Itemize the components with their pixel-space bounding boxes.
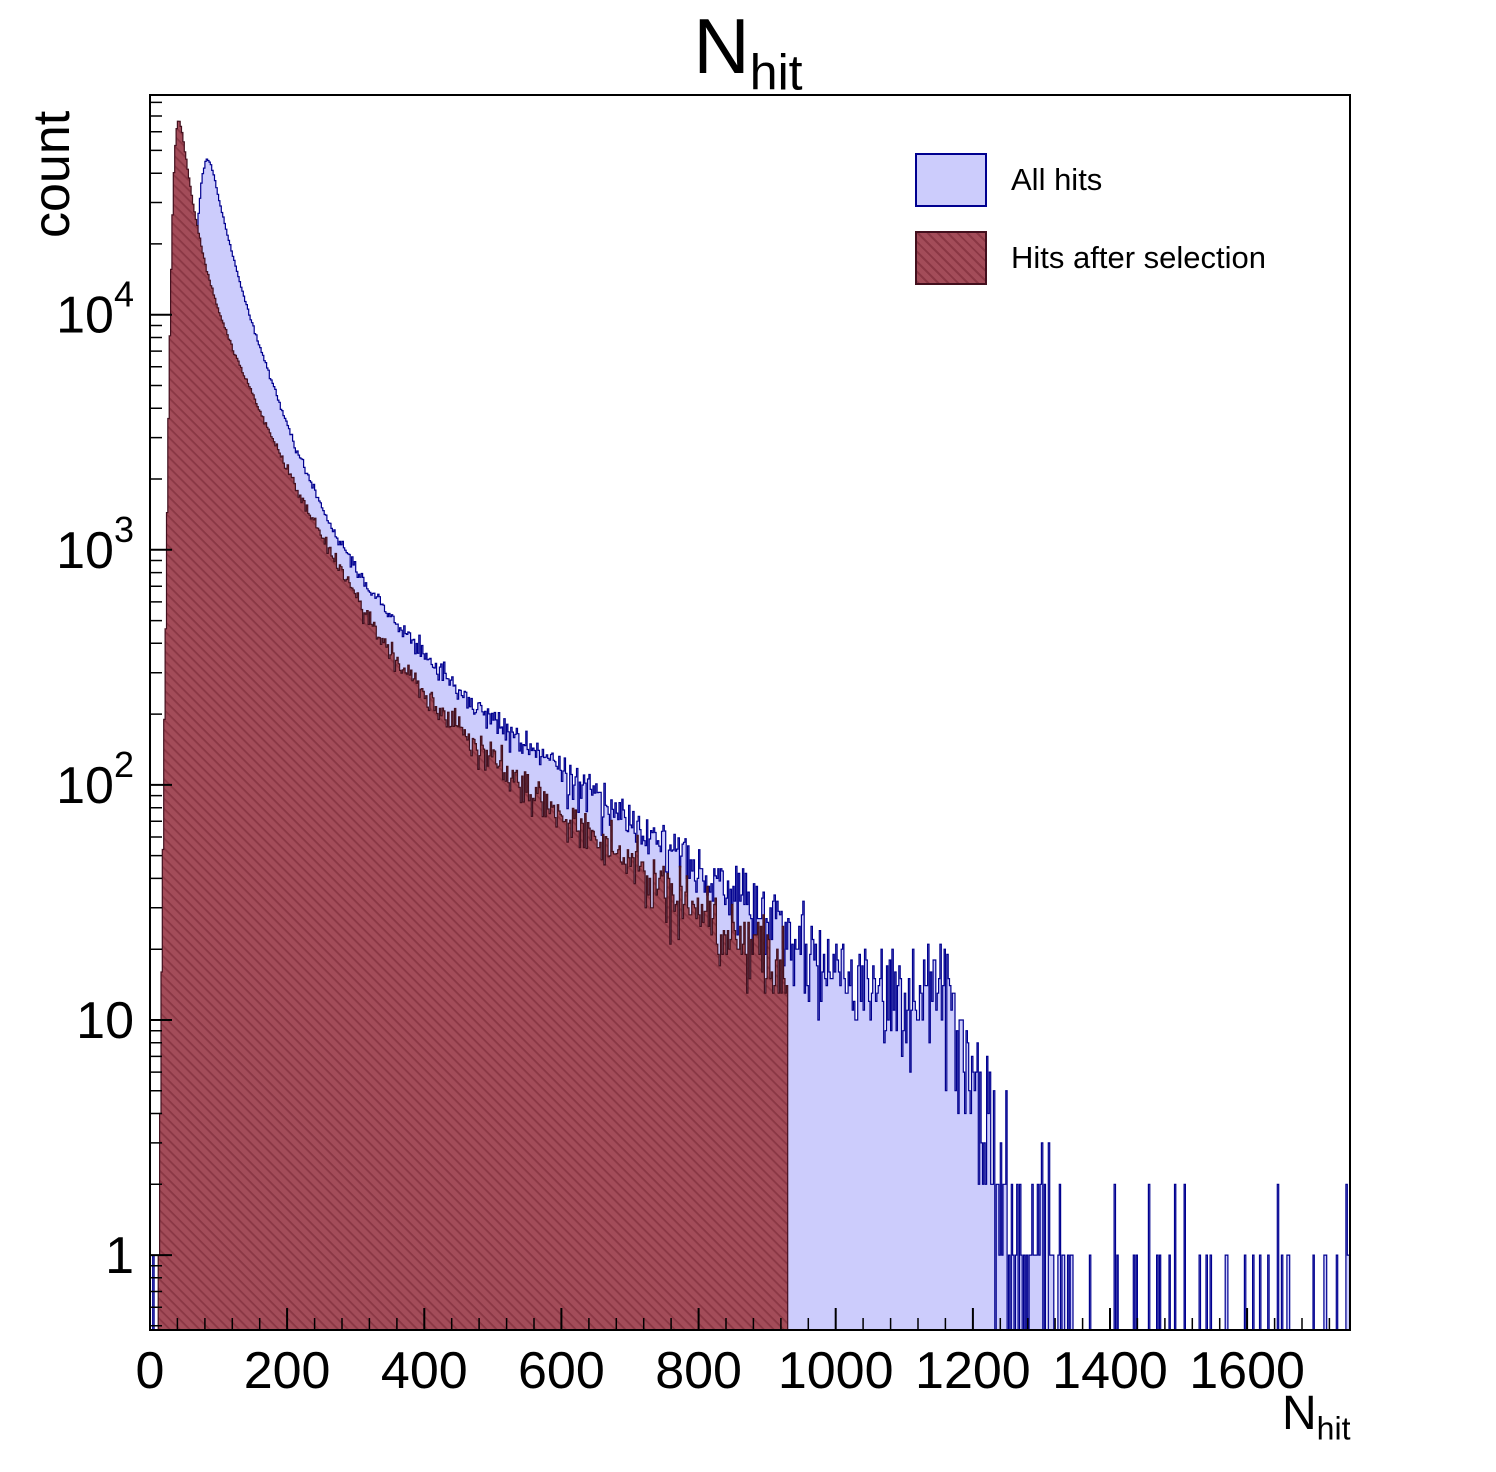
x-tick-label: 0 [136,1342,165,1400]
chart-title-sub: hit [749,44,803,101]
x-tick-label: 1400 [1052,1342,1168,1400]
x-tick-label: 1200 [915,1342,1031,1400]
minor-ticks [150,101,1331,1330]
legend-swatch-all-hits [915,153,987,207]
y-tick-label: 104 [56,274,134,345]
legend-item-hits-after-selection: Hits after selection [915,230,1266,286]
chart-title: Nhit [0,2,1496,101]
x-axis-title-base: N [1282,1387,1317,1440]
x-tick-label: 200 [244,1342,331,1400]
y-tick-label: 10 [76,992,134,1050]
y-tick-label: 1 [105,1227,134,1285]
x-tick-label: 1600 [1189,1342,1305,1400]
x-tick-label: 800 [655,1342,742,1400]
y-axis-title: count [23,110,81,238]
legend-item-all-hits: All hits [915,152,1266,208]
legend: All hits Hits after selection [915,152,1266,308]
x-axis-title: Nhit [1282,1386,1350,1448]
y-tick-label: 103 [56,509,134,580]
major-ticks [149,313,1249,1330]
chart-title-base: N [693,2,750,90]
legend-swatch-hits-after-selection [915,231,987,285]
x-tick-label: 400 [381,1342,468,1400]
x-axis-title-sub: hit [1316,1410,1351,1447]
x-tick-label: 1000 [778,1342,894,1400]
x-tick-label: 600 [518,1342,605,1400]
y-tick-label: 102 [56,744,134,815]
plot-frame [149,94,1351,1331]
legend-label-all-hits: All hits [1011,162,1103,197]
legend-label-hits-after-selection: Hits after selection [1011,240,1266,275]
